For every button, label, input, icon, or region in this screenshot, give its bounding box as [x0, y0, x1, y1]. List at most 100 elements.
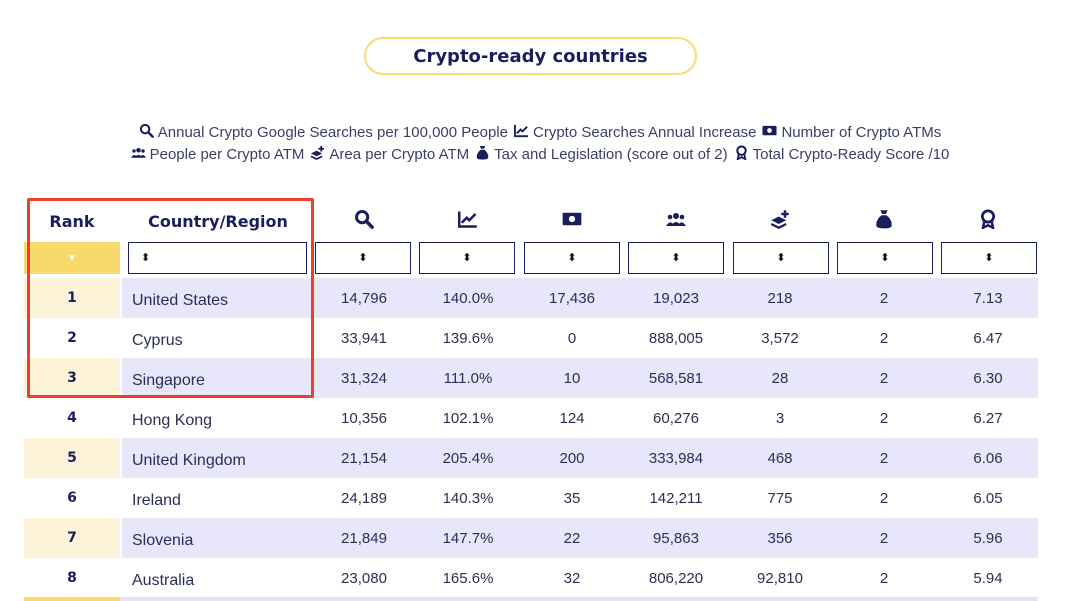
- legend-line-2: People per Crypto ATM Area per Crypto AT…: [0, 145, 1080, 164]
- column-header-country[interactable]: Country/Region: [148, 211, 288, 231]
- rank-cell-background: [24, 318, 120, 358]
- area-per-atm-cell: 356: [767, 529, 793, 547]
- country-cell: Australia: [132, 572, 195, 589]
- searches-cell: 24,189: [341, 489, 387, 507]
- page-title: Crypto-ready countries: [364, 37, 697, 75]
- legend-item: Annual Crypto Google Searches per 100,00…: [139, 123, 508, 142]
- area-per-atm-cell: 218: [767, 289, 793, 307]
- tax-cell: 2: [879, 329, 889, 347]
- searches-cell: 21,154: [341, 449, 387, 467]
- legend-item: Crypto Searches Annual Increase: [514, 123, 756, 142]
- atms-sort-button[interactable]: ⬍: [524, 242, 620, 274]
- score-sort-button[interactable]: ⬍: [941, 242, 1037, 274]
- tax-sort-button[interactable]: ⬍: [837, 242, 933, 274]
- atms-cell: 22: [563, 529, 581, 547]
- people-per-atm-cell: 333,984: [648, 449, 704, 467]
- column-header-tax[interactable]: [836, 200, 932, 242]
- legend-label: People per Crypto ATM: [149, 146, 305, 163]
- score-cell: 6.06: [973, 449, 1003, 467]
- legend-label: Number of Crypto ATMs: [781, 124, 942, 141]
- area-per-atm-cell: 3,572: [761, 329, 799, 347]
- rank-cell: 2: [67, 330, 77, 346]
- column-header-increase[interactable]: [420, 200, 516, 242]
- atms-cell: 0: [567, 329, 577, 347]
- area-per-atm-sort-button[interactable]: ⬍: [733, 242, 829, 274]
- rank-cell: 1: [67, 290, 77, 306]
- increase-sort-button[interactable]: ⬍: [419, 242, 515, 274]
- increase-cell: 139.6%: [442, 329, 494, 347]
- row-background: [122, 438, 1038, 478]
- searches-cell: 23,080: [341, 569, 387, 587]
- area-per-atm-cell: 468: [767, 449, 793, 467]
- score-cell: 6.47: [973, 329, 1003, 347]
- tax-cell: 2: [879, 409, 889, 427]
- legend-item: People per Crypto ATM: [130, 145, 305, 164]
- score-cell: 6.27: [973, 409, 1003, 427]
- rank-cell: 4: [67, 410, 77, 426]
- table-row: 6 Ireland 24,189 140.3% 35 142,211 775 2 6.05: [24, 478, 1038, 518]
- ranking-table: Rank Country/Region ▾ ⬍ ⬍ ⬍: [24, 200, 1038, 598]
- sort-icon: ⬍: [141, 251, 151, 264]
- increase-cell: 165.6%: [442, 569, 494, 587]
- table-header-row: Rank Country/Region: [24, 200, 1038, 242]
- country-cell: Singapore: [132, 372, 205, 389]
- rank-sort-button[interactable]: ▾: [24, 242, 120, 274]
- country-cell: United States: [132, 292, 229, 309]
- sort-icon: ⬍: [567, 251, 577, 264]
- score-cell: 7.13: [973, 289, 1003, 307]
- money-bag-icon: [874, 209, 894, 233]
- column-header-area-per-atm[interactable]: [732, 200, 828, 242]
- trend-chart-icon: [458, 209, 478, 233]
- sort-icon: ⬍: [880, 251, 890, 264]
- rank-cell: 6: [67, 490, 77, 506]
- increase-cell: 102.1%: [442, 409, 494, 427]
- column-header-rank[interactable]: Rank: [49, 211, 95, 231]
- tax-cell: 2: [879, 449, 889, 467]
- legend-label: Annual Crypto Google Searches per 100,00…: [157, 124, 508, 141]
- table-row: 1 United States 14,796 140.0% 17,436 19,023 21…: [24, 278, 1038, 318]
- sort-icon: ⬍: [358, 251, 368, 264]
- sort-icon: ⬍: [462, 251, 472, 264]
- people-per-atm-sort-button[interactable]: ⬍: [628, 242, 724, 274]
- award-icon: [734, 145, 749, 164]
- column-header-searches[interactable]: [316, 200, 412, 242]
- atms-cell: 200: [559, 449, 585, 467]
- table-body: 1 United States 14,796 140.0% 17,436 19,023 21…: [24, 278, 1038, 598]
- people-per-atm-cell: 19,023: [653, 289, 699, 307]
- people-per-atm-cell: 888,005: [648, 329, 704, 347]
- table-row: 4 Hong Kong 10,356 102.1% 124 60,276 3 2 6.27: [24, 398, 1038, 438]
- people-icon: [130, 145, 146, 164]
- increase-cell: 140.0%: [442, 289, 494, 307]
- column-header-atms[interactable]: [524, 200, 620, 242]
- legend-item: Number of Crypto ATMs: [762, 123, 941, 142]
- money-icon: [762, 123, 777, 142]
- tax-cell: 2: [879, 369, 889, 387]
- column-header-people-per-atm[interactable]: [628, 200, 724, 242]
- table-row: 3 Singapore 31,324 111.0% 10 568,581 28 2 6.30: [24, 358, 1038, 398]
- column-header-score[interactable]: [940, 200, 1036, 242]
- money-icon: [562, 209, 582, 233]
- area-per-atm-cell: 775: [767, 489, 793, 507]
- score-cell: 6.30: [973, 369, 1003, 387]
- atms-cell: 10: [563, 369, 581, 387]
- next-row-edge: [24, 597, 1038, 601]
- area-per-atm-cell: 28: [771, 369, 789, 387]
- legend-label: Total Crypto-Ready Score /10: [752, 146, 950, 163]
- increase-cell: 205.4%: [442, 449, 494, 467]
- money-bag-icon: [475, 145, 490, 164]
- country-cell: Hong Kong: [132, 412, 213, 429]
- rank-cell: 5: [67, 450, 77, 466]
- country-sort-button[interactable]: ⬍: [128, 242, 307, 274]
- row-background: [122, 358, 1038, 398]
- rank-cell-background: [24, 278, 120, 318]
- searches-cell: 10,356: [341, 409, 387, 427]
- table-row: 5 United Kingdom 21,154 205.4% 200 333,984 468…: [24, 438, 1038, 478]
- rank-cell-background: [24, 358, 120, 398]
- rank-cell-background: [24, 558, 120, 598]
- searches-sort-button[interactable]: ⬍: [315, 242, 411, 274]
- legend-label: Area per Crypto ATM: [329, 146, 470, 163]
- country-cell: Ireland: [132, 492, 181, 509]
- searches-cell: 21,849: [341, 529, 387, 547]
- area-per-atm-cell: 3: [775, 409, 785, 427]
- rank-cell: 7: [67, 530, 77, 546]
